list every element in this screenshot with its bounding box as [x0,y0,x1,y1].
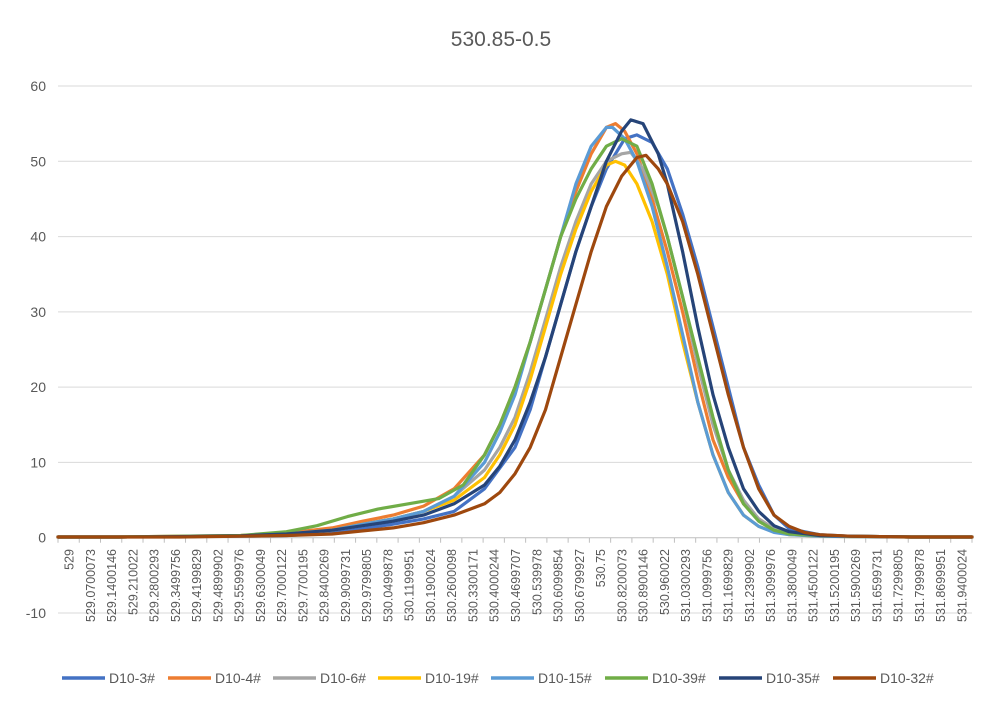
x-tick-label: 529.0700073 [84,549,98,622]
x-tick-label: 531.0999756 [700,549,714,622]
x-tick-label: 529 [63,549,77,570]
x-tick-label: 530.3300171 [466,549,480,622]
plot-series [56,118,974,539]
x-tick-label: 531.8699951 [934,549,948,622]
x-tick-label: 530.8900146 [637,549,651,622]
x-tick-label: 529.9799805 [360,549,374,622]
x-tick-label: 530.6099854 [552,549,566,622]
series-line [56,137,974,539]
y-tick-label: 30 [30,304,46,320]
chart-title: 530.85-0.5 [450,28,552,51]
x-tick-label: 531.2399902 [743,549,757,622]
y-tick-label: 60 [30,78,46,94]
series-line [56,153,974,539]
legend: D10-3# D10-4# D10-6# D10-19# D10-15# D10-39# D… [62,670,934,686]
x-tick-label: 530.1900024 [424,549,438,622]
legend-label: D10-4# [215,670,261,686]
y-tick-label: 10 [30,454,46,470]
x-tick-label: 530.75 [594,549,608,587]
x-tick-label: 529.6300049 [254,549,268,622]
x-tick-label: 529.8400269 [318,549,332,622]
y-tick-label: 40 [30,229,46,245]
x-tick-label: 529.7000122 [275,549,289,622]
legend-label: D10-6# [320,670,366,686]
x-tick-label: 531.3800049 [785,549,799,622]
x-tick-label: 529.7700195 [296,549,310,622]
x-tick-label: 531.5900269 [849,549,863,622]
y-tick-label: -10 [26,605,46,621]
y-tick-label: 50 [30,153,46,169]
series-line [56,150,974,539]
x-tick-label: 529.4899902 [211,549,225,622]
x-tick-label: 531.4500122 [807,549,821,622]
x-tick-label: 530.6799927 [573,549,587,622]
y-axis-ticks: -10 0 10 20 30 40 50 60 [26,78,46,621]
legend-label: D10-39# [652,670,706,686]
x-tick-label: 531.7999878 [913,549,927,622]
x-tick-label: 530.539978 [530,549,544,615]
x-tick-label: 529.9099731 [339,549,353,622]
y-tick-label: 0 [38,530,46,546]
x-tick-label: 530.4000244 [488,549,502,622]
legend-label: D10-15# [538,670,592,686]
x-tick-label: 530.1199951 [403,549,417,621]
x-tick-label: 530.960022 [658,549,672,615]
x-tick-label: 529.5599976 [233,549,247,622]
x-tick-label: 530.8200073 [615,549,629,622]
x-tick-label: 531.3099976 [764,549,778,622]
x-axis-ticks: 529 529.0700073 529.1400146 529.210022 529.2… [63,549,970,622]
x-tick-label: 530.0499878 [381,549,395,622]
legend-label: D10-32# [880,670,934,686]
x-tick-label: 529.1400146 [105,549,119,622]
x-tick-label: 531.0300293 [679,549,693,622]
x-tick-label: 530.4699707 [509,549,523,622]
x-tick-label: 529.210022 [126,549,140,615]
x-tick-label: 531.1699829 [722,549,736,622]
x-tick-label: 531.7299805 [892,549,906,622]
x-tick-label: 530.2600098 [445,549,459,622]
y-tick-label: 20 [30,379,46,395]
x-tick-label: 529.3499756 [169,549,183,622]
x-tick-label: 531.9400024 [955,549,969,622]
legend-label: D10-3# [109,670,155,686]
x-tick-label: 531.5200195 [828,549,842,622]
legend-label: D10-35# [766,670,820,686]
x-tick-label: 531.6599731 [870,549,884,622]
series-line [56,133,974,539]
series-line [56,118,974,539]
series-line [56,159,974,539]
x-tick-label: 529.2800293 [148,549,162,622]
legend-label: D10-19# [425,670,479,686]
x-tick-label: 529.4199829 [190,549,204,622]
